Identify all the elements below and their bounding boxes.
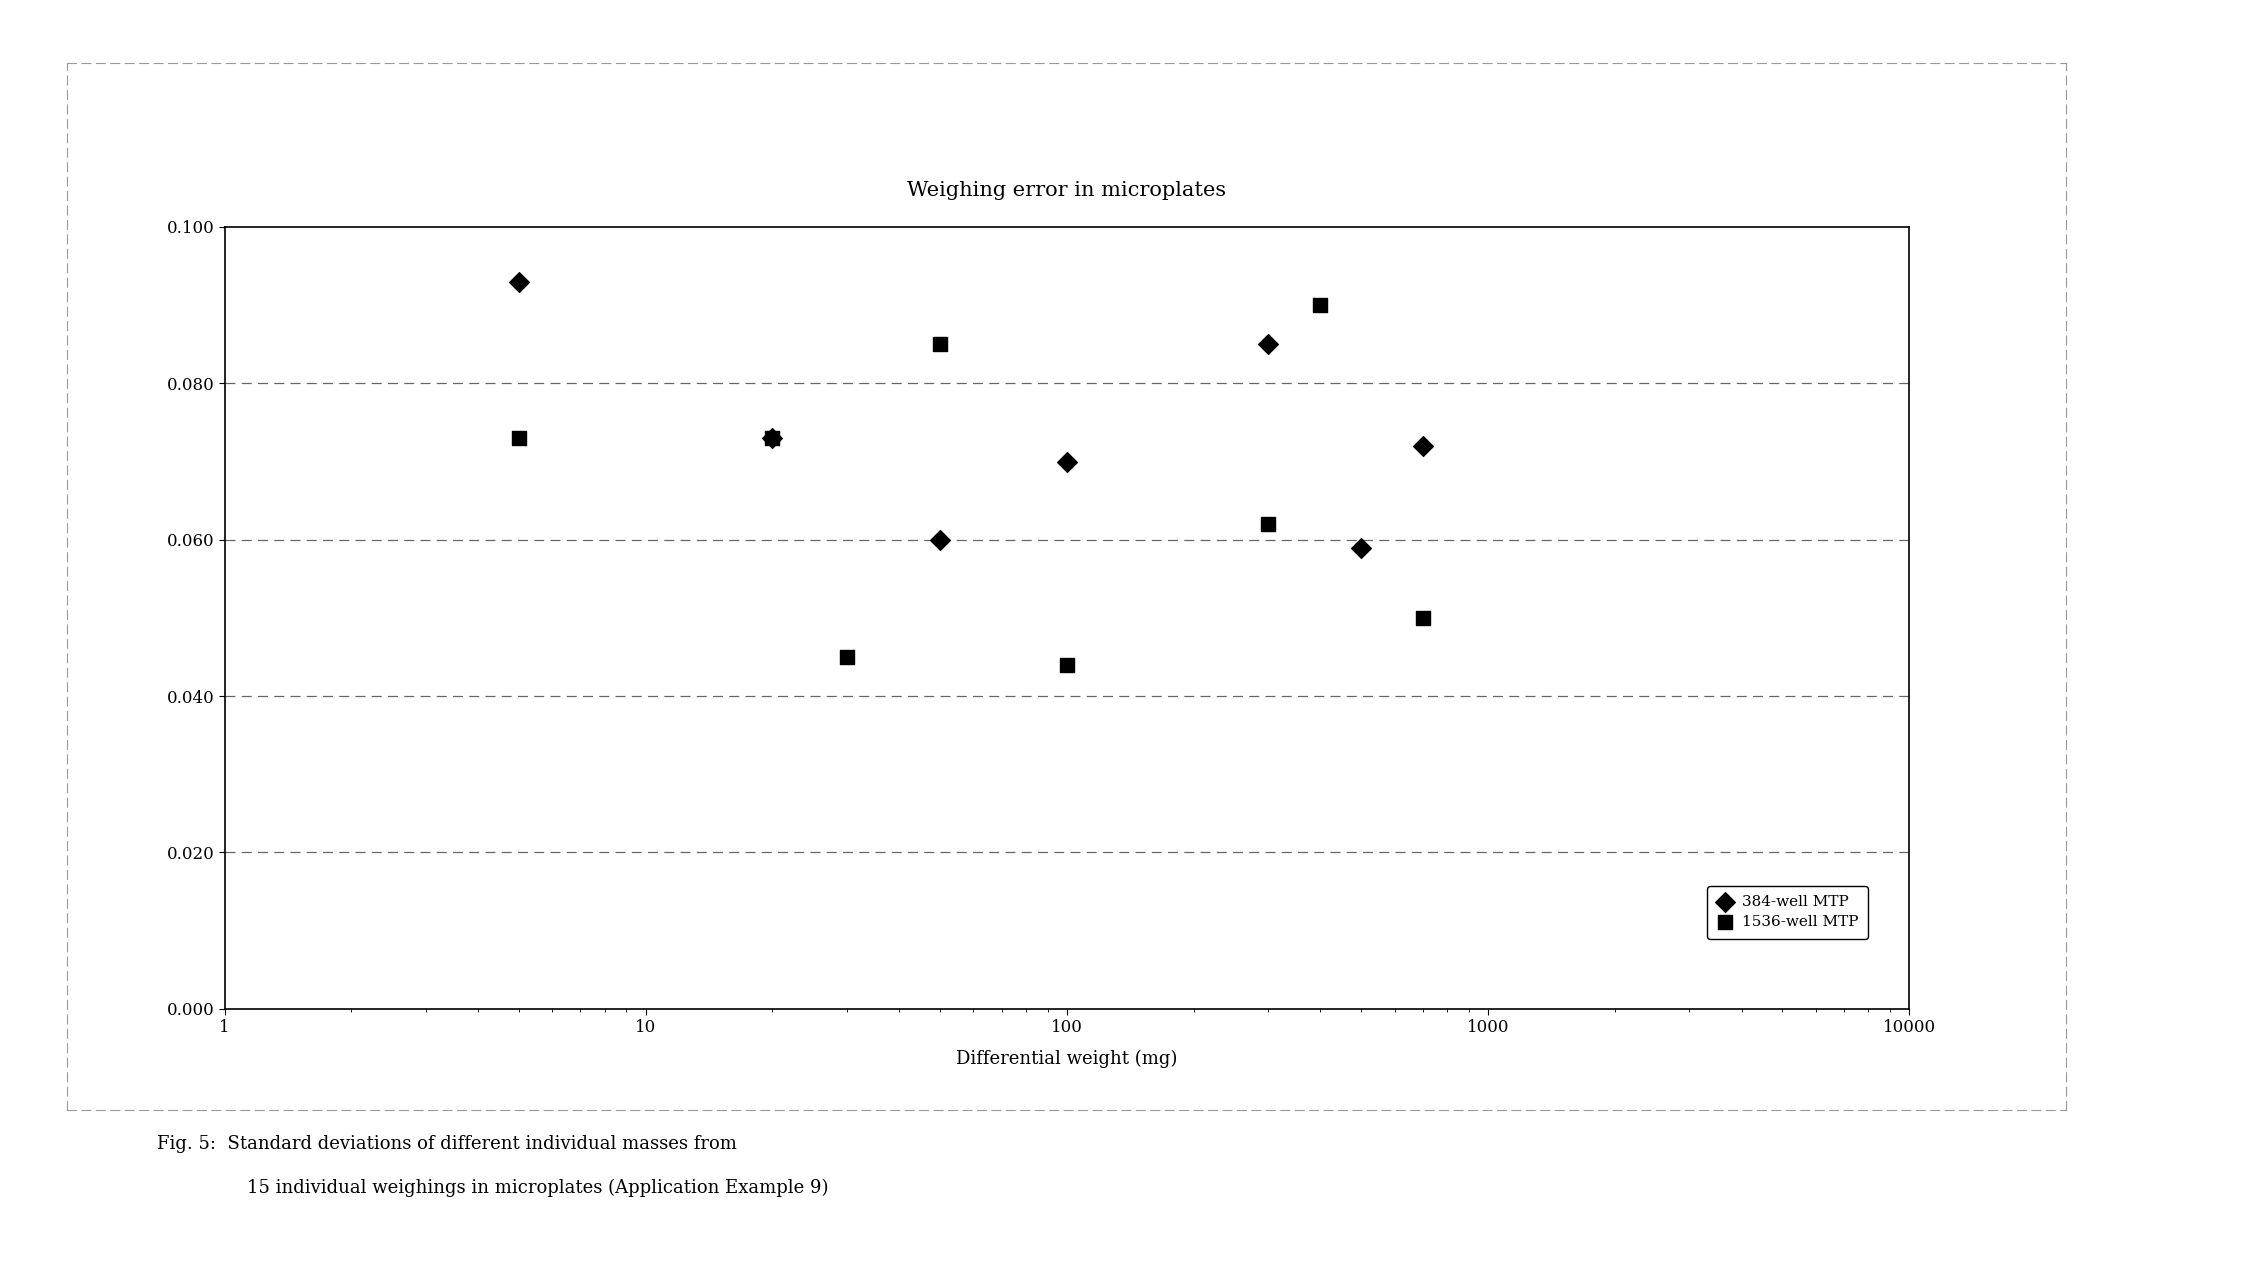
384-well MTP (1404, 436, 1440, 456)
1536-well MTP (501, 427, 537, 448)
Text: 15 individual weighings in microplates (Application Example 9): 15 individual weighings in microplates (… (247, 1179, 829, 1197)
1536-well MTP (1404, 608, 1440, 628)
384-well MTP (1049, 451, 1085, 472)
384-well MTP (923, 530, 959, 550)
1536-well MTP (755, 427, 791, 448)
384-well MTP (501, 271, 537, 291)
1536-well MTP (829, 647, 865, 667)
X-axis label: Differential weight (mg): Differential weight (mg) (957, 1050, 1177, 1068)
Title: Weighing error in microplates: Weighing error in microplates (907, 182, 1226, 200)
384-well MTP (755, 427, 791, 448)
384-well MTP (1249, 334, 1285, 354)
1536-well MTP (1303, 295, 1339, 315)
1536-well MTP (923, 334, 959, 354)
384-well MTP (1343, 537, 1379, 557)
1536-well MTP (1049, 654, 1085, 675)
Text: Fig. 5:  Standard deviations of different individual masses from: Fig. 5: Standard deviations of different… (157, 1135, 737, 1153)
Legend: 384-well MTP, 1536-well MTP: 384-well MTP, 1536-well MTP (1707, 886, 1869, 938)
1536-well MTP (1249, 514, 1285, 535)
